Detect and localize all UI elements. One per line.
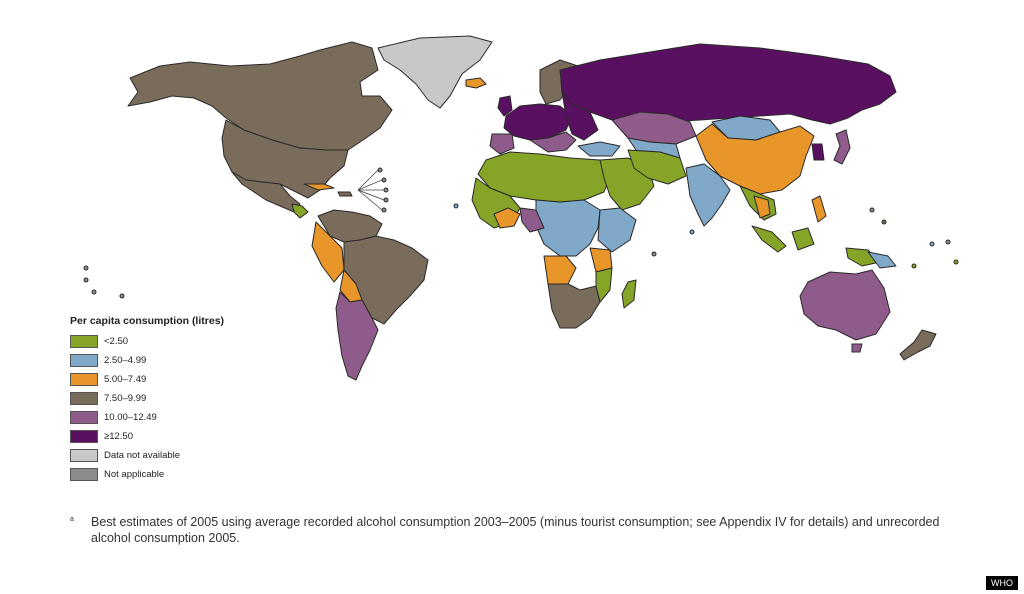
- region-new-zealand: [899, 329, 937, 361]
- region-turkey: [577, 141, 621, 157]
- region-china: [695, 123, 815, 195]
- legend-item: <2.50: [70, 332, 224, 351]
- legend-label: 2.50–4.99: [104, 355, 147, 366]
- island-marker: [953, 259, 959, 265]
- region-japan: [833, 129, 851, 165]
- island-marker: [377, 167, 383, 173]
- island-marker: [453, 203, 459, 209]
- region-nigeria: [493, 207, 521, 229]
- legend-swatch: [70, 411, 98, 424]
- legend-swatch: [70, 468, 98, 481]
- legend-swatch: [70, 449, 98, 462]
- region-australia: [799, 269, 891, 341]
- island-marker: [881, 219, 887, 225]
- region-borneo: [791, 227, 815, 251]
- island-marker: [869, 207, 875, 213]
- legend-swatch: [70, 373, 98, 386]
- region-new-guinea: [845, 247, 881, 267]
- legend-item: 2.50–4.99: [70, 351, 224, 370]
- region-canada-alaska: [127, 41, 393, 151]
- legend-item: 5.00–7.49: [70, 370, 224, 389]
- region-eastern-europe: [561, 91, 599, 141]
- region-italy-balkans: [529, 131, 577, 153]
- map-legend: Per capita consumption (litres) <2.50 2.5…: [70, 315, 224, 484]
- region-cameroon: [519, 207, 545, 233]
- legend-label: 10.00–12.49: [104, 412, 157, 423]
- legend-title: Per capita consumption (litres): [70, 315, 225, 327]
- region-india: [685, 163, 731, 227]
- region-png-east: [867, 251, 897, 269]
- island-marker: [91, 289, 97, 295]
- legend-item: Data not available: [70, 446, 224, 465]
- region-east-africa: [597, 207, 637, 253]
- region-thailand: [753, 195, 771, 219]
- source-credit: WHO: [986, 576, 1018, 590]
- region-central-africa: [535, 199, 601, 257]
- island-marker: [945, 239, 951, 245]
- region-hispaniola: [337, 191, 353, 197]
- legend-rows: <2.50 2.50–4.99 5.00–7.49 7.50–9.99 10.00–12…: [70, 332, 224, 484]
- island-marker: [381, 207, 387, 213]
- region-greenland: [377, 35, 493, 109]
- region-uk-ireland: [497, 95, 513, 117]
- island-marker: [83, 265, 89, 271]
- island-marker: [119, 293, 125, 299]
- island-marker: [689, 229, 695, 235]
- legend-swatch: [70, 335, 98, 348]
- island-marker: [83, 277, 89, 283]
- region-korea: [811, 143, 825, 161]
- region-iberia: [489, 133, 515, 155]
- region-usa: [221, 119, 349, 199]
- legend-label: Not applicable: [104, 469, 165, 480]
- region-central-america: [291, 203, 309, 219]
- region-iceland: [465, 77, 487, 89]
- legend-item: 7.50–9.99: [70, 389, 224, 408]
- region-iran: [627, 149, 687, 185]
- legend-swatch: [70, 354, 98, 367]
- region-madagascar: [621, 279, 637, 309]
- island-marker: [651, 251, 657, 257]
- island-marker: [911, 263, 917, 269]
- region-angola: [543, 255, 577, 285]
- caribbean-callout: [357, 169, 385, 211]
- region-southern-africa: [547, 283, 601, 329]
- legend-item: ≥12.50: [70, 427, 224, 446]
- region-indonesia-west: [751, 225, 787, 253]
- island-marker: [383, 187, 389, 193]
- region-western-europe: [503, 103, 573, 141]
- legend-item: 10.00–12.49: [70, 408, 224, 427]
- island-marker: [381, 177, 387, 183]
- region-russia: [559, 43, 897, 125]
- legend-item: Not applicable: [70, 465, 224, 484]
- legend-label: 7.50–9.99: [104, 393, 147, 404]
- footnote-text: Best estimates of 2005 using average rec…: [91, 515, 940, 545]
- legend-label: ≥12.50: [104, 431, 133, 442]
- legend-swatch: [70, 430, 98, 443]
- legend-swatch: [70, 392, 98, 405]
- region-tasmania: [851, 343, 863, 353]
- legend-label: 5.00–7.49: [104, 374, 147, 385]
- legend-label: <2.50: [104, 336, 129, 347]
- region-peru-ecuador: [311, 221, 345, 283]
- legend-label: Data not available: [104, 450, 181, 461]
- region-mozambique: [595, 267, 613, 303]
- region-cuba: [303, 183, 335, 191]
- footnote: a Best estimates of 2005 using average r…: [70, 514, 970, 546]
- island-marker: [383, 197, 389, 203]
- region-argentina-chile: [335, 291, 379, 381]
- footnote-mark: a: [70, 516, 74, 523]
- island-marker: [929, 241, 935, 247]
- region-colombia-venezuela: [317, 209, 383, 243]
- region-philippines: [811, 195, 827, 223]
